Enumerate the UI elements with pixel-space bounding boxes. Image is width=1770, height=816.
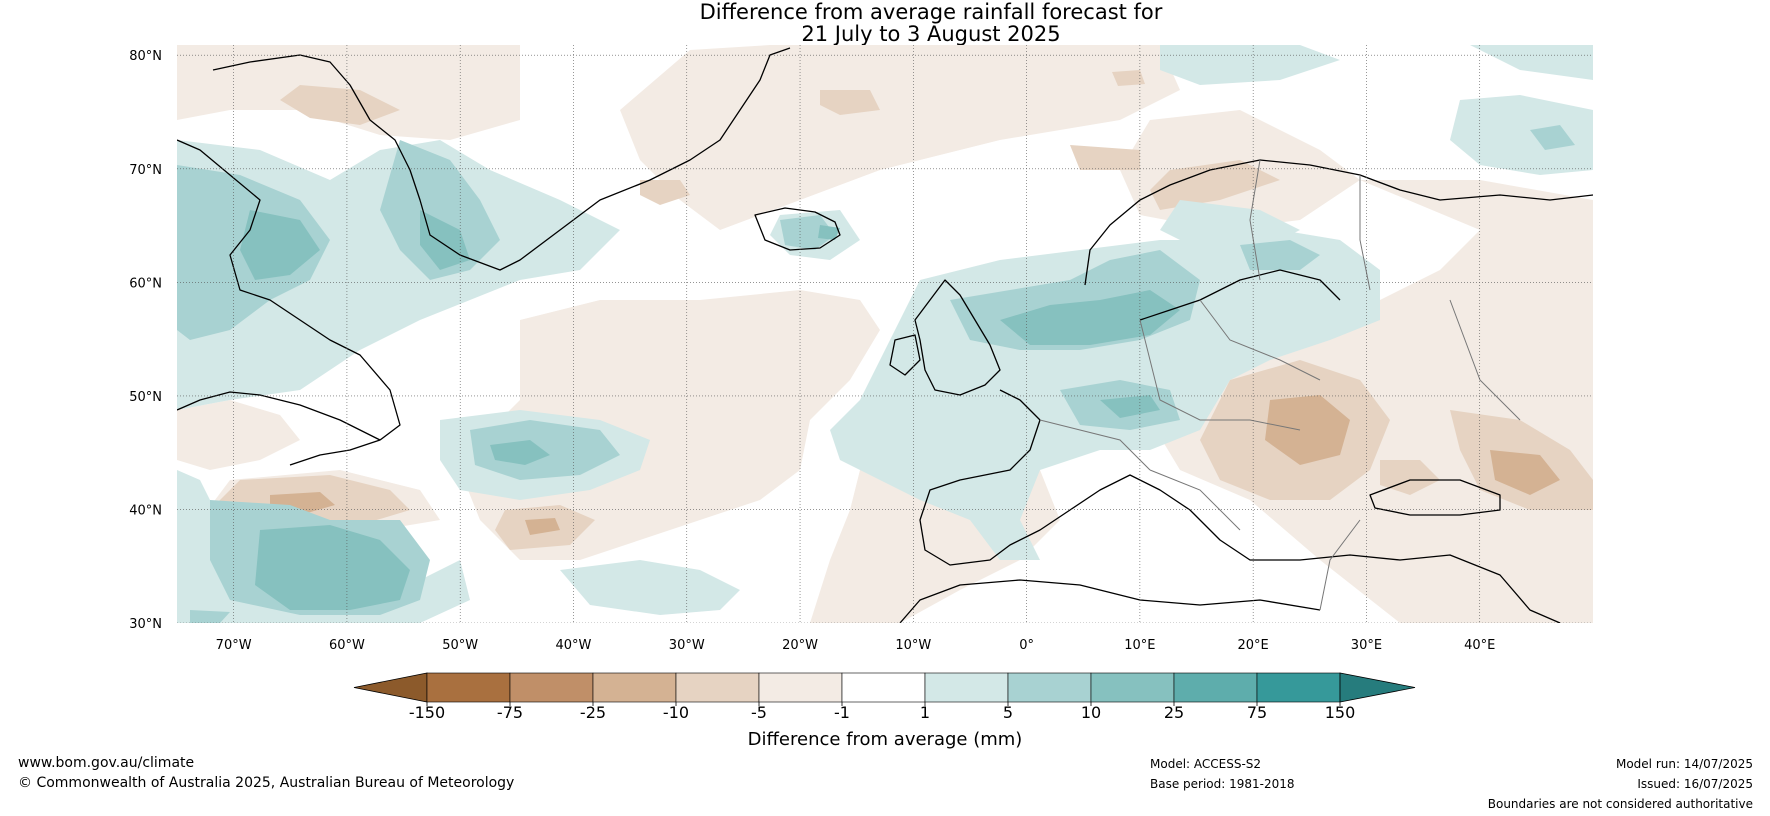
colorbar-segment <box>592 672 677 703</box>
colorbar-extend-high <box>1339 672 1416 703</box>
colorbar-tick-label: 25 <box>1164 703 1184 722</box>
lat-tick-label: 40°N <box>129 503 162 518</box>
model-run-date: Model run: 14/07/2025 <box>1615 757 1753 771</box>
map-title-line-1: Difference from average rainfall forecas… <box>699 0 1163 24</box>
lat-tick-label: 60°N <box>129 276 162 291</box>
base-period: Base period: 1981-2018 <box>1150 777 1295 791</box>
colorbar-tick-label: -10 <box>663 703 689 722</box>
lon-tick-label: 70°W <box>216 638 252 653</box>
north-africa-coast <box>899 579 1321 623</box>
country-boundaries <box>1039 159 1521 611</box>
lon-tick-label: 30°E <box>1351 638 1382 653</box>
longitude-labels: 70°W 60°W 50°W 40°W 30°W 20°W 10°W 0° 10°E 20°E 30… <box>216 638 1496 653</box>
lon-tick-label: 10°W <box>895 638 931 653</box>
colorbar-tick-label: -75 <box>497 703 523 722</box>
colorbar-tick-label: 5 <box>1003 703 1013 722</box>
latitude-labels: 80°N 70°N 60°N 50°N 40°N 30°N <box>129 49 162 632</box>
lat-tick-label: 80°N <box>129 49 162 64</box>
colorbar-tick-label: 1 <box>920 703 930 722</box>
colorbar-segment <box>841 672 926 703</box>
ireland-coast <box>889 334 921 376</box>
lon-tick-label: 40°W <box>556 638 592 653</box>
colorbar-extend-low <box>353 672 428 703</box>
lon-tick-label: 30°W <box>669 638 705 653</box>
colorbar-tick-label: 10 <box>1081 703 1101 722</box>
uk-ireland-coast <box>914 279 1001 396</box>
colorbar-segment <box>1256 672 1341 703</box>
colorbar-tick-label: 150 <box>1325 703 1356 722</box>
lon-tick-label: 40°E <box>1464 638 1495 653</box>
lon-tick-label: 10°E <box>1124 638 1155 653</box>
coastlines <box>177 47 1593 623</box>
strong-dry-regions <box>270 395 1560 535</box>
colorbar-segment <box>1090 672 1175 703</box>
lon-tick-label: 0° <box>1019 638 1034 653</box>
black-sea-coast <box>1369 479 1501 516</box>
lat-tick-label: 30°N <box>129 617 162 632</box>
model-name: Model: ACCESS-S2 <box>1150 757 1262 771</box>
map-title-line-2: 21 July to 3 August 2025 <box>801 22 1061 46</box>
lon-tick-label: 60°W <box>329 638 365 653</box>
colorbar-segment <box>1007 672 1092 703</box>
gridlines <box>177 45 1593 623</box>
lon-tick-label: 20°E <box>1238 638 1269 653</box>
lon-tick-label: 20°W <box>782 638 818 653</box>
baltic-coast <box>1139 269 1341 321</box>
issued-date: Issued: 16/07/2025 <box>1637 777 1753 791</box>
strong-wet-regions <box>240 210 1180 610</box>
colorbar-segment <box>426 672 511 703</box>
lat-tick-label: 50°N <box>129 390 162 405</box>
baffin-coast <box>177 139 401 466</box>
colorbar-tick-label: -150 <box>409 703 445 722</box>
colorbar-segment <box>675 672 760 703</box>
iceland-coast <box>754 207 841 251</box>
map-plot-area <box>177 45 1593 623</box>
colorbar-tick-label: -5 <box>751 703 767 722</box>
boundaries-disclaimer: Boundaries are not considered authoritat… <box>1487 797 1753 811</box>
colorbar-segment <box>1173 672 1258 703</box>
website-link[interactable]: www.bom.gov.au/climate <box>18 755 195 771</box>
colorbar-tick-label: -1 <box>834 703 850 722</box>
colorbar-segment <box>924 672 1009 703</box>
europe-west-coast <box>919 389 1561 623</box>
colorbar-legend: -150 -75 -25 -10 -5 -1 1 5 10 25 75 150 <box>353 672 1416 722</box>
colorbar-title: Difference from average (mm) <box>748 729 1023 750</box>
labrador-coast <box>177 391 381 441</box>
copyright-text: © Commonwealth of Australia 2025, Austra… <box>18 775 515 791</box>
lon-tick-label: 50°W <box>442 638 478 653</box>
colorbar-segment <box>509 672 594 703</box>
greenland-coast <box>212 47 791 271</box>
scandinavia-coast <box>1084 159 1593 286</box>
lat-tick-label: 70°N <box>129 163 162 178</box>
colorbar-tick-label: 75 <box>1247 703 1267 722</box>
colorbar-segment <box>758 672 843 703</box>
colorbar-tick-label: -25 <box>580 703 606 722</box>
